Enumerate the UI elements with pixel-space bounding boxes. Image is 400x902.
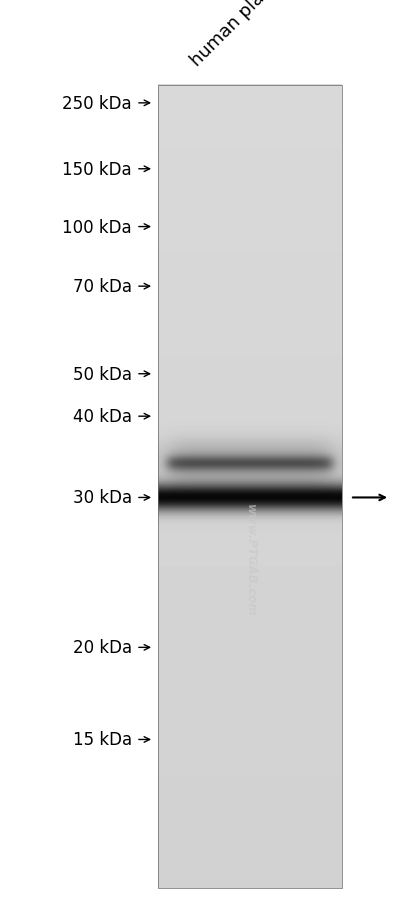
Text: 30 kDa: 30 kDa [73, 489, 132, 507]
Text: 20 kDa: 20 kDa [73, 639, 132, 657]
Text: 15 kDa: 15 kDa [73, 731, 132, 749]
Text: human placenta: human placenta [187, 0, 304, 70]
Text: 250 kDa: 250 kDa [62, 95, 132, 113]
Text: 70 kDa: 70 kDa [73, 278, 132, 296]
Text: www.PTGAB.com: www.PTGAB.com [244, 503, 256, 615]
Text: 150 kDa: 150 kDa [62, 161, 132, 179]
Text: 50 kDa: 50 kDa [73, 365, 132, 383]
Text: 40 kDa: 40 kDa [73, 408, 132, 426]
Text: 100 kDa: 100 kDa [62, 218, 132, 236]
Bar [158, 86, 342, 888]
